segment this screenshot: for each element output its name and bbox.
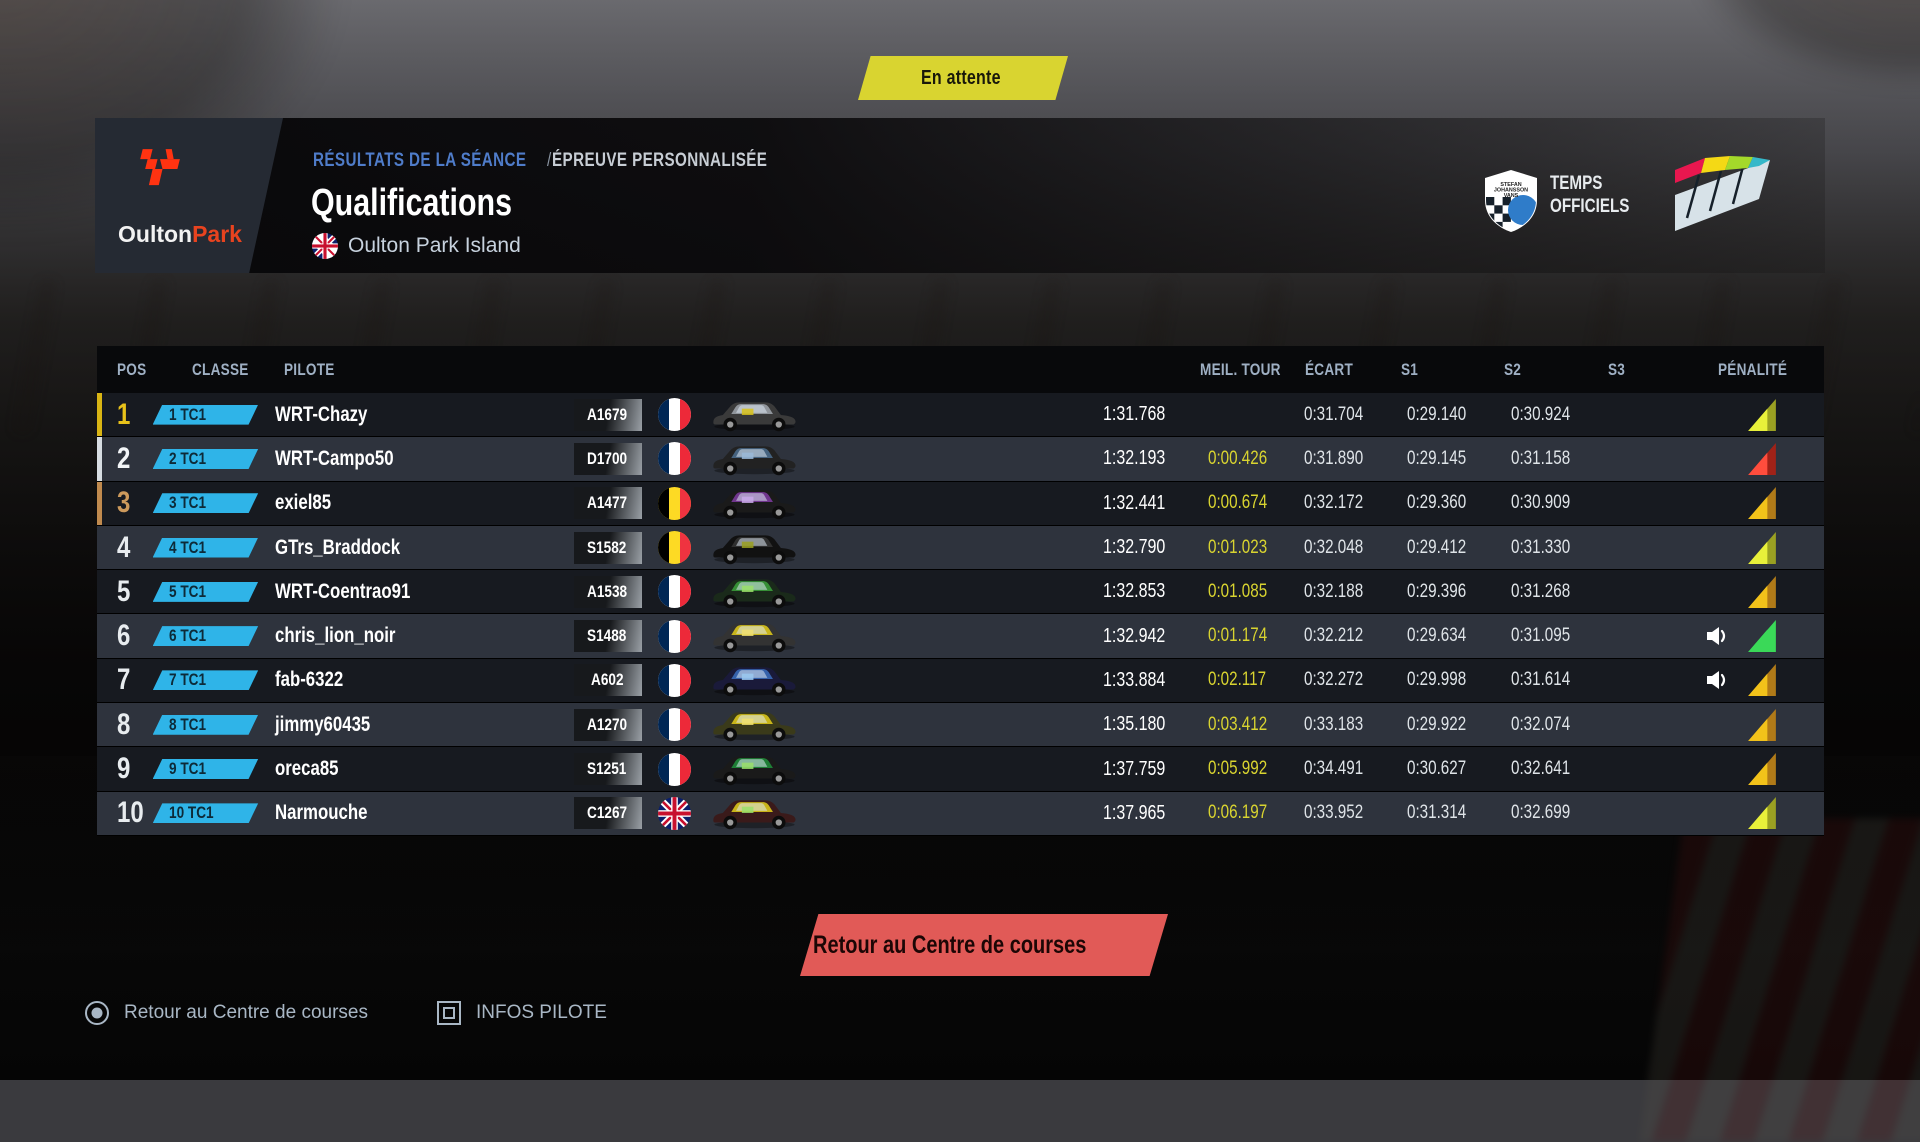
svg-text:VANS: VANS <box>1504 193 1519 199</box>
